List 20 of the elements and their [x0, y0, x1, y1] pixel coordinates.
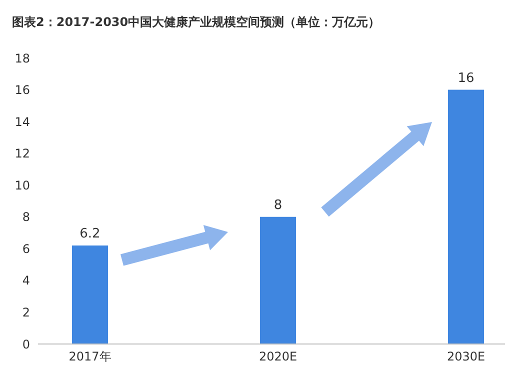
y-tick-label: 10 [14, 178, 30, 192]
y-tick-label: 2 [22, 305, 30, 320]
bar [448, 90, 484, 344]
x-tick-label: 2020E [258, 350, 298, 364]
chart-title: 图表2：2017-2030中国大健康产业规模空间预测（单位：万亿元） [11, 14, 382, 31]
x-tick-label: 2017年 [68, 350, 112, 364]
data-label: 8 [274, 198, 282, 213]
y-tick-label: 8 [22, 210, 30, 224]
data-label: 6.2 [80, 226, 100, 242]
y-tick-label: 0 [22, 337, 30, 352]
y-tick-label: 14 [14, 114, 30, 129]
y-tick-label: 18 [14, 51, 30, 66]
y-tick-label: 12 [14, 146, 30, 161]
x-tick-label: 2030E [446, 350, 486, 364]
y-tick-label: 6 [22, 242, 30, 256]
y-tick-label: 16 [14, 83, 30, 98]
bar [260, 216, 296, 344]
bar [72, 245, 108, 344]
data-label: 16 [458, 70, 474, 86]
y-tick-label: 4 [22, 274, 30, 288]
